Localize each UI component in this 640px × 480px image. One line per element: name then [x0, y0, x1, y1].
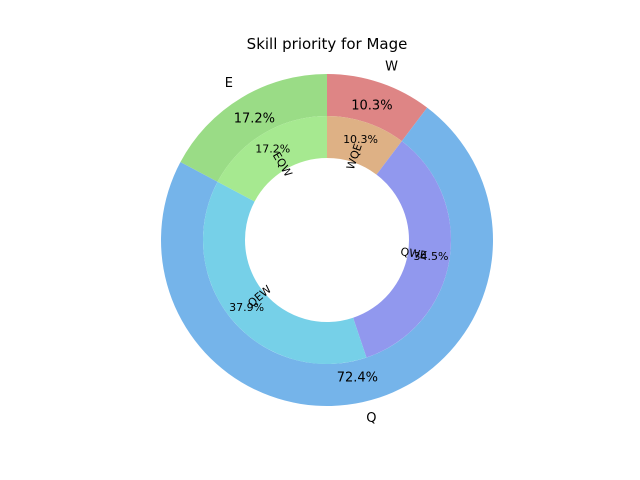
outer-percent-e: 17.2% [234, 112, 275, 127]
outer-percent-q: 72.4% [337, 370, 378, 385]
inner-wedge-eqw [217, 116, 327, 202]
inner-percent-qwe: 34.5% [414, 250, 449, 263]
inner-percent-qew: 37.9% [229, 301, 264, 314]
chart-title: Skill priority for Mage [247, 35, 408, 53]
inner-wedge-qwe [353, 141, 451, 358]
outer-wedge-e [180, 74, 327, 182]
inner-percent-wqe: 10.3% [343, 133, 378, 146]
outer-percent-w: 10.3% [351, 99, 392, 114]
outer-wedge-w [327, 74, 428, 142]
inner-percent-eqw: 17.2% [255, 143, 290, 156]
inner-ring [202, 116, 451, 364]
outer-label-w: W [385, 59, 398, 74]
outer-label-q: Q [366, 411, 376, 426]
outer-label-e: E [225, 76, 233, 91]
inner-wedge-wqe [327, 116, 402, 175]
inner-label-qwe: QWE [400, 245, 428, 262]
outer-ring [160, 74, 493, 407]
inner-wedge-qew [202, 181, 367, 364]
